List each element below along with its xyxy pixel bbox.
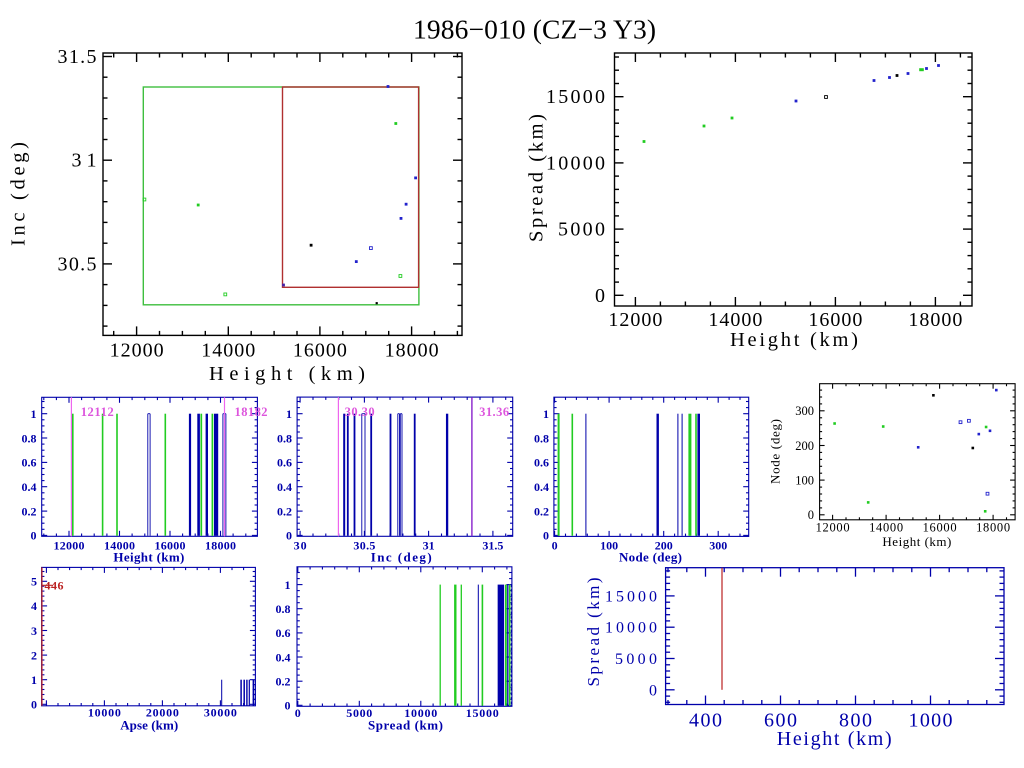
svg-text:1: 1: [31, 673, 37, 687]
svg-text:12000: 12000: [54, 539, 85, 553]
svg-text:0.6: 0.6: [276, 626, 291, 640]
svg-text:18000: 18000: [976, 521, 1010, 535]
svg-text:2: 2: [31, 648, 37, 662]
svg-text:16000: 16000: [293, 340, 347, 362]
svg-text:5000: 5000: [615, 651, 657, 668]
svg-text:12112: 12112: [81, 405, 114, 419]
svg-text:Height (km): Height (km): [730, 329, 858, 351]
svg-text:30.5: 30.5: [353, 539, 375, 553]
svg-text:300: 300: [795, 404, 814, 418]
svg-text:Spread (km): Spread (km): [368, 718, 443, 733]
svg-text:1: 1: [31, 407, 37, 421]
svg-text:0: 0: [552, 539, 558, 553]
svg-text:0.2: 0.2: [277, 504, 292, 518]
svg-text:1: 1: [285, 578, 291, 592]
svg-text:400: 400: [689, 710, 722, 732]
svg-text:30.5: 30.5: [58, 253, 97, 275]
svg-text:100: 100: [600, 539, 618, 553]
svg-text:4: 4: [31, 599, 37, 613]
svg-text:31: 31: [72, 150, 97, 172]
svg-text:Height (km): Height (km): [777, 728, 892, 750]
svg-text:0.6: 0.6: [534, 456, 549, 470]
svg-text:18000: 18000: [908, 309, 962, 331]
svg-text:1: 1: [286, 407, 292, 421]
svg-text:30.30: 30.30: [345, 405, 375, 419]
svg-text:0.8: 0.8: [534, 431, 549, 445]
svg-text:Inc (deg): Inc (deg): [371, 550, 432, 565]
svg-text:Spread (km): Spread (km): [584, 578, 603, 687]
svg-text:0.2: 0.2: [534, 504, 549, 518]
svg-text:1986−010 (CZ−3 Y3): 1986−010 (CZ−3 Y3): [413, 14, 656, 45]
svg-text:0.8: 0.8: [22, 431, 37, 445]
svg-text:Apse (km): Apse (km): [120, 718, 178, 733]
svg-text:100: 100: [795, 473, 814, 487]
svg-text:31.5: 31.5: [58, 46, 97, 68]
svg-text:0.6: 0.6: [277, 456, 292, 470]
svg-text:1000: 1000: [909, 710, 953, 732]
svg-text:16000: 16000: [155, 539, 186, 553]
svg-text:Node (deg): Node (deg): [768, 419, 783, 484]
svg-text:5000: 5000: [346, 706, 372, 720]
svg-text:0: 0: [808, 508, 814, 522]
svg-text:200: 200: [655, 539, 673, 553]
svg-text:0: 0: [649, 682, 657, 699]
svg-text:0.6: 0.6: [22, 456, 37, 470]
svg-text:30: 30: [294, 539, 307, 553]
svg-text:0.4: 0.4: [277, 480, 292, 494]
svg-text:Height (km): Height (km): [882, 534, 951, 549]
svg-text:31: 31: [423, 539, 435, 553]
svg-text:18000: 18000: [205, 539, 236, 553]
svg-text:12000: 12000: [110, 340, 164, 362]
svg-text:800: 800: [839, 710, 872, 732]
svg-text:16000: 16000: [808, 309, 862, 331]
svg-text:0.8: 0.8: [277, 431, 292, 445]
svg-text:12000: 12000: [816, 521, 850, 535]
svg-text:0.2: 0.2: [22, 504, 37, 518]
svg-text:15000: 15000: [466, 706, 499, 720]
svg-text:10000: 10000: [88, 706, 121, 720]
svg-text:0: 0: [31, 529, 37, 543]
svg-text:5: 5: [31, 575, 37, 589]
svg-text:15000: 15000: [546, 86, 605, 108]
svg-text:14000: 14000: [104, 539, 135, 553]
svg-text:Spread (km): Spread (km): [526, 114, 548, 242]
svg-text:0.4: 0.4: [276, 650, 291, 664]
svg-text:18000: 18000: [385, 340, 439, 362]
svg-text:300: 300: [709, 539, 727, 553]
svg-text:0.8: 0.8: [276, 602, 291, 616]
svg-text:14000: 14000: [708, 309, 762, 331]
svg-text:10000: 10000: [605, 620, 657, 637]
svg-text:14000: 14000: [869, 521, 903, 535]
svg-text:0: 0: [295, 706, 301, 720]
svg-text:10000: 10000: [546, 152, 605, 174]
svg-text:0: 0: [285, 699, 291, 713]
svg-text:0.2: 0.2: [276, 675, 291, 689]
svg-text:15000: 15000: [605, 588, 657, 605]
svg-text:5000: 5000: [558, 219, 605, 241]
svg-text:600: 600: [764, 710, 797, 732]
svg-text:0: 0: [543, 529, 549, 543]
svg-text:10000: 10000: [404, 706, 437, 720]
svg-text:30000: 30000: [204, 706, 237, 720]
svg-text:1: 1: [543, 407, 549, 421]
svg-text:200: 200: [795, 439, 814, 453]
svg-text:0: 0: [595, 285, 605, 307]
svg-text:20000: 20000: [146, 706, 179, 720]
svg-text:Inc (deg): Inc (deg): [8, 142, 30, 246]
svg-text:31.36: 31.36: [479, 405, 509, 419]
svg-text:31.5: 31.5: [482, 539, 503, 553]
svg-text:Height (km): Height (km): [209, 363, 365, 385]
svg-text:16000: 16000: [923, 521, 957, 535]
svg-text:14000: 14000: [201, 340, 255, 362]
svg-text:12000: 12000: [608, 309, 662, 331]
svg-text:0: 0: [286, 529, 292, 543]
svg-text:446: 446: [45, 579, 64, 593]
svg-text:0.4: 0.4: [22, 480, 37, 494]
svg-text:Node (deg): Node (deg): [619, 550, 682, 565]
svg-text:Height (km): Height (km): [113, 550, 184, 565]
svg-text:3: 3: [31, 624, 37, 638]
svg-text:0.4: 0.4: [534, 480, 549, 494]
svg-text:18182: 18182: [235, 405, 268, 419]
svg-text:0: 0: [31, 698, 37, 712]
